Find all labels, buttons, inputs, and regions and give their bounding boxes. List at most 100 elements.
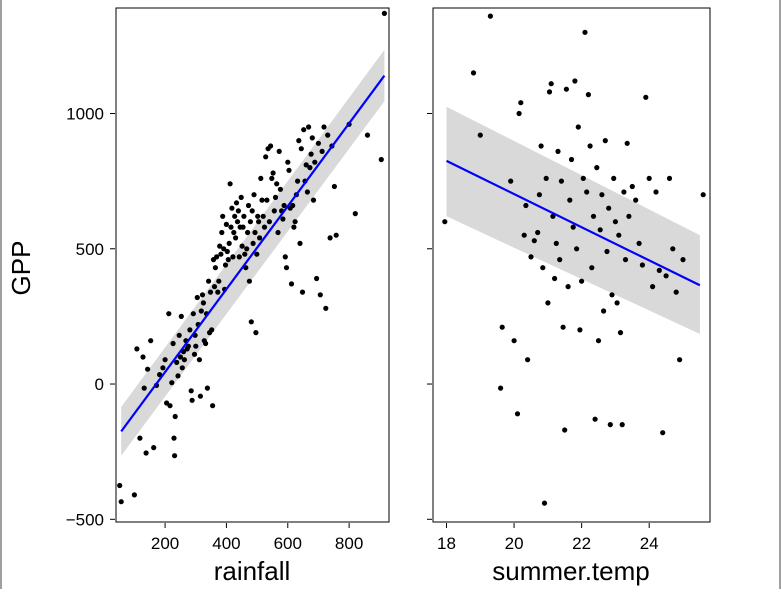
panel-rainfall-point (310, 197, 317, 203)
panel-rainfall-point (269, 175, 275, 181)
panel-rainfall-point (245, 229, 251, 236)
panel-summer-temp-point (574, 246, 580, 252)
panel-rainfall-point (264, 197, 270, 203)
panel-rainfall-point (281, 202, 287, 209)
panel-rainfall-point (254, 251, 260, 257)
panel-summer-temp-point (499, 324, 505, 330)
panel-rainfall-point (314, 275, 320, 282)
panel-summer-temp-point (595, 338, 602, 344)
panel-rainfall-x-tick-label: 600 (274, 534, 302, 553)
panel-summer-temp-point (601, 308, 607, 314)
panel-rainfall-point (233, 200, 240, 206)
panel-rainfall-point (191, 351, 198, 357)
panel-rainfall-point (306, 124, 312, 130)
panel-rainfall-point (222, 262, 229, 268)
panel-rainfall-point (228, 224, 234, 230)
panel-rainfall-point (217, 243, 223, 249)
panel-rainfall-point (172, 413, 178, 420)
panel-summer-temp-point (680, 257, 686, 263)
panel-summer-temp-point (666, 175, 673, 181)
panel-rainfall-point (253, 330, 259, 336)
panel-summer-temp-point (611, 175, 617, 181)
panel-summer-temp-point (508, 178, 514, 184)
panel-summer-temp-point (577, 327, 583, 333)
panel-summer-temp-point (567, 197, 573, 203)
panel-rainfall-point (261, 224, 268, 230)
panel-summer-temp-point (511, 338, 517, 344)
panel-summer-temp-x-label: summer.temp (492, 556, 650, 586)
panel-summer-temp-point (572, 78, 578, 84)
panel-rainfall-point (210, 403, 216, 409)
panel-rainfall-point (275, 229, 281, 236)
panel-summer-temp-point (650, 284, 656, 290)
panel-summer-temp-point (606, 205, 612, 211)
window-border-right (779, 0, 781, 589)
panel-summer-temp-point (629, 183, 635, 190)
panel-rainfall-point (309, 135, 315, 141)
panel-summer-temp-point (614, 300, 620, 306)
panel-summer-temp-point (622, 257, 629, 263)
panel-summer-temp-point (660, 430, 666, 436)
panel-summer-temp-point (563, 86, 570, 92)
panel-summer-temp-point (670, 246, 676, 252)
panel-summer-temp-point (516, 110, 522, 117)
panel-rainfall-point (206, 278, 212, 284)
panel-summer-temp-point (594, 165, 600, 171)
panel-rainfall-point (286, 167, 292, 173)
panel-rainfall-point (230, 254, 236, 260)
panel-summer-temp-point (470, 70, 477, 76)
panel-rainfall-point (258, 175, 264, 181)
panel-rainfall-point (199, 292, 206, 298)
panel-rainfall-point (252, 229, 258, 236)
panel-rainfall-y-tick-label: 500 (76, 240, 104, 259)
panel-summer-temp-point (616, 232, 622, 238)
panel-summer-temp-point (646, 175, 652, 181)
panel-rainfall-point (239, 243, 245, 249)
panel-rainfall-point (166, 311, 172, 317)
panel-rainfall-point (280, 216, 286, 222)
panel-rainfall-point (179, 365, 185, 371)
panel-rainfall-point (236, 254, 242, 260)
panel-summer-temp-x-tick-label: 24 (640, 534, 659, 553)
panel-rainfall-point (178, 313, 184, 319)
panel-rainfall-point (247, 219, 253, 225)
panel-summer-temp-point (536, 192, 543, 198)
panel-rainfall-point (234, 219, 241, 225)
panel-summer-temp-point (636, 240, 642, 246)
panel-rainfall-point (143, 450, 149, 456)
panel-rainfall-point (148, 338, 154, 344)
panel-summer-temp-point (570, 224, 576, 230)
panel-rainfall-point (194, 294, 200, 301)
panel-summer-temp-point (442, 219, 448, 225)
panel-summer-temp-points (442, 13, 706, 506)
panel-summer-temp-point (552, 275, 558, 282)
panel-summer-temp-y-axis (427, 113, 432, 520)
panel-rainfall-points (117, 10, 387, 505)
panel-summer-temp-point (538, 143, 544, 149)
panel-summer-temp-point (589, 265, 595, 271)
panel-summer-temp-point (677, 357, 683, 363)
panel-rainfall-point (211, 284, 218, 290)
panel-summer-temp-point (514, 411, 521, 417)
panel-rainfall-point (221, 246, 227, 252)
panel-rainfall-point (151, 445, 157, 451)
panel-rainfall-point (333, 232, 339, 238)
panel-rainfall-point (352, 211, 358, 217)
panel-summer-temp-point (521, 232, 527, 238)
panel-rainfall-point (242, 251, 248, 257)
panel-summer-temp-point (633, 197, 639, 203)
panel-summer-temp-point (663, 273, 669, 279)
panel-rainfall-point (277, 186, 283, 192)
panel-rainfall-point (259, 197, 265, 203)
panel-rainfall-point (248, 319, 254, 325)
panel-rainfall-point (304, 189, 310, 195)
panel-summer-temp-point (540, 265, 546, 271)
panel-rainfall-point (219, 229, 225, 236)
panel-summer-temp-x-tick-label: 22 (572, 534, 591, 553)
panel-summer-temp-point (541, 500, 548, 506)
panel-rainfall-point (323, 305, 329, 311)
panel-rainfall-point (298, 146, 304, 152)
panel-summer-temp-point (582, 29, 588, 35)
